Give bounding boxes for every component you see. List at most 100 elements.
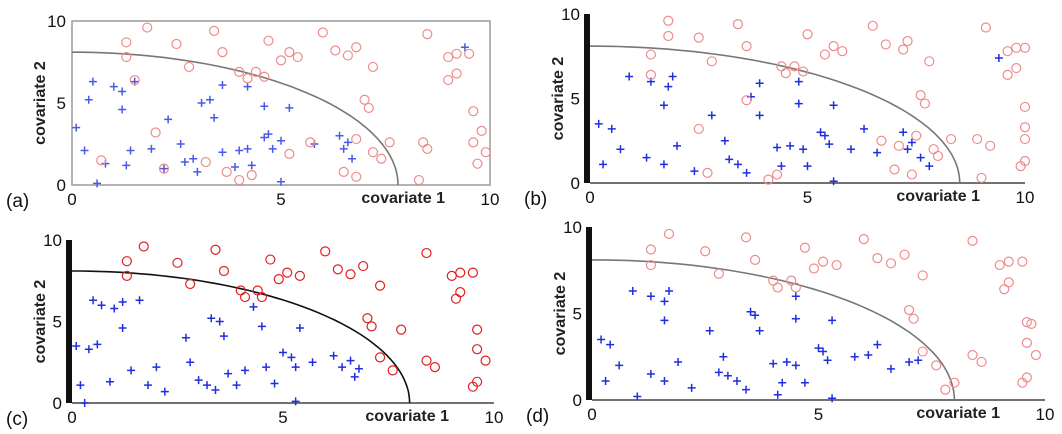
plus-marker [607,124,616,133]
plus-marker [93,179,102,188]
y-axis-bar [586,227,592,400]
plus-marker [215,317,224,326]
circle-marker [967,235,978,246]
plus-marker [219,332,228,341]
circle-marker [265,254,276,265]
x-tick-label: 0 [67,190,76,209]
circle-marker [480,355,491,366]
plus-marker [335,131,344,140]
x-axis-label: covariate 1 [365,408,449,425]
circle-marker [663,30,674,42]
plus-marker [594,119,603,128]
circle-marker [121,37,132,48]
plus-marker [249,302,258,311]
circle-marker [924,56,935,67]
circle-marker [645,49,657,60]
circle-marker [320,246,331,257]
circle-marker [645,259,656,271]
plus-marker [160,387,169,396]
circle-marker [443,74,454,86]
plus-marker [118,297,127,306]
x-tick-label: 5 [814,405,823,424]
plus-marker [733,160,742,169]
plus-marker [291,363,300,372]
circle-marker [790,282,801,293]
circle-marker [342,50,353,61]
circle-marker [702,167,713,178]
circle-marker [443,51,454,63]
x-axis-label: covariate 1 [896,188,980,205]
y-axis-label: covariate 2 [550,57,567,141]
circle-marker [911,130,922,141]
circle-marker [663,15,674,26]
x-tick-label: 5 [276,190,285,209]
circle-marker [351,171,362,182]
plus-marker [147,144,156,153]
circle-marker [351,42,362,53]
circle-marker [472,344,483,355]
circle-marker [713,268,724,279]
plus-marker [664,82,673,91]
plus-marker [339,144,348,153]
circle-marker [1030,349,1042,361]
x-axis-label: covariate 1 [916,405,1000,422]
plus-marker [905,357,914,366]
plus-marker [755,111,764,120]
plus-marker [873,148,882,157]
y-tick-label: 5 [53,313,62,332]
plus-marker [659,160,668,169]
plus-marker [260,102,269,111]
plus-marker [615,361,624,370]
plus-marker [777,162,786,171]
circle-marker [994,259,1005,271]
plus-marker [794,77,803,86]
circle-marker [928,144,939,155]
plus-marker [646,370,655,379]
plus-marker [616,145,625,154]
circle-marker [1011,62,1022,74]
circle-marker [172,257,183,268]
circle-marker [273,274,284,285]
circle-marker [235,285,246,296]
circle-marker [741,95,752,106]
circle-marker [772,282,783,293]
plus-marker [755,326,764,335]
plus-marker [88,77,97,86]
circle-marker [259,71,270,82]
circle-marker [455,287,466,298]
plus-marker [127,366,136,375]
circle-marker [980,22,991,33]
circle-marker [200,156,211,168]
plus-marker [719,352,728,361]
plus-marker [295,324,304,333]
y-axis-bar [584,14,590,183]
plus-marker [460,43,469,52]
plus-marker [782,357,791,366]
plus-series [72,296,363,407]
plus-marker [176,140,185,148]
plus-marker [828,394,837,403]
circle-marker [338,166,349,177]
plus-marker [207,314,216,323]
plus-marker [642,153,651,162]
circle-marker [305,137,316,148]
plus-marker [93,340,102,349]
plus-marker [665,287,674,296]
circle-marker [693,32,704,43]
plus-marker [308,358,317,367]
circle-marker [902,35,913,47]
plus-marker [152,363,161,372]
circle-marker [999,284,1010,295]
circle-marker [450,293,462,304]
plus-marker [260,133,269,142]
circle-marker [284,47,295,58]
plus-marker [903,145,912,154]
plus-marker [899,128,908,137]
plus-marker [257,322,266,331]
plus-marker [118,87,127,96]
circle-marker [464,48,475,59]
circle-marker [476,125,487,136]
plus-series [597,287,923,403]
circle-series [645,15,1031,185]
panel-label: (a) [6,191,29,212]
